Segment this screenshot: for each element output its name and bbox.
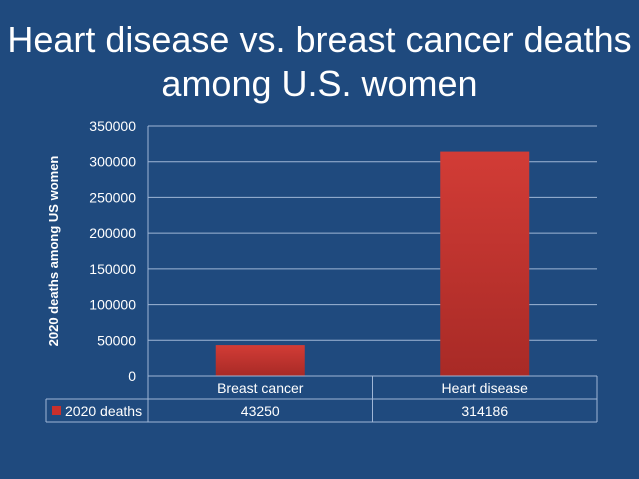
bar-breast-cancer <box>215 345 305 376</box>
y-tick-label: 50000 <box>97 332 136 348</box>
y-tick-label: 100000 <box>89 297 136 313</box>
y-tick-label: 350000 <box>89 118 136 134</box>
y-axis-label: 2020 deaths among US women <box>46 156 61 347</box>
category-label: Breast cancer <box>217 380 304 396</box>
title-line-2: among U.S. women <box>161 63 478 104</box>
legend-swatch <box>52 406 61 415</box>
category-label: Heart disease <box>442 380 529 396</box>
y-tick-label: 300000 <box>89 154 136 170</box>
chart-title: Heart disease vs. breast cancer deaths a… <box>0 18 639 106</box>
title-line-1: Heart disease vs. breast cancer deaths <box>7 19 632 60</box>
y-tick-label: 150000 <box>89 261 136 277</box>
bar-heart-disease <box>440 151 530 376</box>
legend-label: 2020 deaths <box>65 403 142 419</box>
y-tick-label: 0 <box>128 368 136 384</box>
data-table-value: 43250 <box>241 403 280 419</box>
data-table-value: 314186 <box>461 403 508 419</box>
y-tick-label: 200000 <box>89 225 136 241</box>
y-tick-label: 250000 <box>89 189 136 205</box>
